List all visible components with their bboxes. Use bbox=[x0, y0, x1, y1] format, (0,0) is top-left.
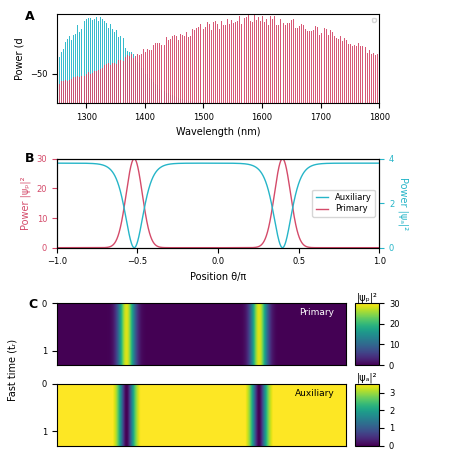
Legend: Auxiliary, Primary: Auxiliary, Primary bbox=[312, 190, 375, 217]
Title: |ψₐ|²: |ψₐ|² bbox=[357, 373, 377, 383]
Line: Auxiliary: Auxiliary bbox=[57, 163, 379, 248]
Auxiliary bbox=[178, 161, 183, 166]
Legend:  bbox=[372, 18, 376, 22]
Primary bbox=[178, 245, 183, 251]
Text: Fast time (tᵣ): Fast time (tᵣ) bbox=[7, 338, 17, 401]
Auxiliary bbox=[376, 160, 382, 166]
Title: |ψₚ|²: |ψₚ|² bbox=[357, 292, 378, 303]
Auxiliary bbox=[336, 160, 341, 166]
Primary bbox=[110, 242, 116, 248]
Auxiliary bbox=[54, 160, 60, 166]
Primary bbox=[131, 156, 137, 162]
Primary bbox=[91, 245, 97, 251]
Auxiliary bbox=[131, 245, 137, 251]
Primary bbox=[370, 245, 376, 251]
Auxiliary bbox=[110, 170, 116, 175]
Auxiliary bbox=[191, 160, 197, 166]
Y-axis label: Power (d: Power (d bbox=[14, 37, 24, 80]
Primary bbox=[376, 245, 382, 251]
Text: Primary: Primary bbox=[299, 308, 334, 317]
Line: Primary: Primary bbox=[57, 159, 379, 248]
Primary bbox=[336, 245, 341, 251]
Primary bbox=[191, 245, 197, 251]
Text: C: C bbox=[28, 298, 37, 311]
Primary bbox=[54, 245, 60, 251]
Auxiliary bbox=[91, 161, 97, 166]
Y-axis label: Power |ψₐ|²: Power |ψₐ|² bbox=[398, 177, 408, 230]
Auxiliary bbox=[370, 160, 376, 166]
Text: A: A bbox=[25, 10, 34, 23]
X-axis label: Position θ/π: Position θ/π bbox=[190, 272, 246, 282]
X-axis label: Wavelength (nm): Wavelength (nm) bbox=[176, 128, 260, 137]
Text: Auxiliary: Auxiliary bbox=[294, 389, 334, 398]
Text: B: B bbox=[25, 152, 34, 164]
Y-axis label: Power |ψₚ|²: Power |ψₚ|² bbox=[20, 176, 31, 230]
